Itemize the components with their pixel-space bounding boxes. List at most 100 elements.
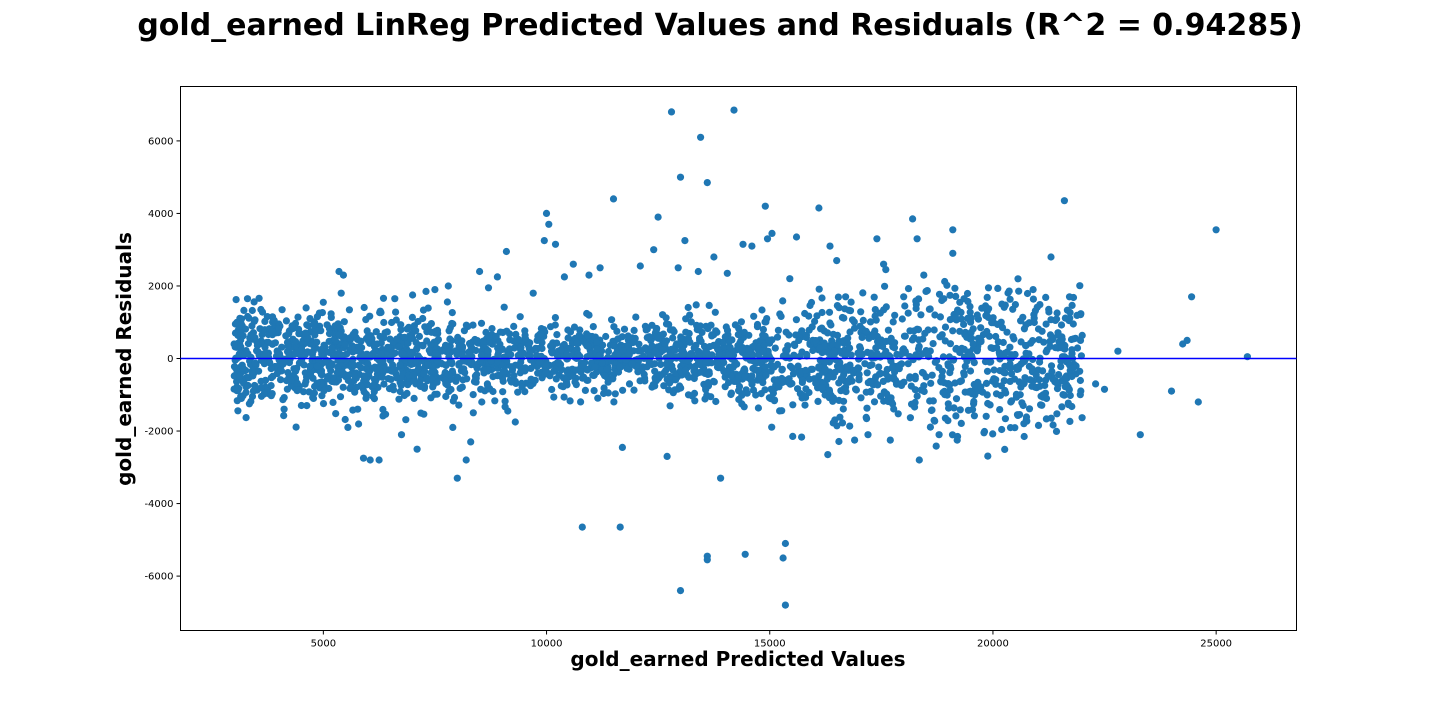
data-point: [301, 380, 309, 388]
data-point: [1032, 371, 1040, 379]
data-point: [469, 409, 477, 417]
data-point: [1042, 293, 1050, 301]
data-point: [290, 365, 298, 373]
data-point: [636, 262, 644, 270]
data-point: [329, 398, 337, 406]
data-point: [901, 302, 909, 310]
data-point: [805, 375, 814, 383]
data-point: [278, 306, 286, 314]
data-point: [859, 289, 867, 297]
data-point: [462, 321, 470, 329]
data-point: [696, 360, 704, 368]
data-point: [254, 341, 262, 349]
data-point: [493, 273, 501, 281]
data-point: [527, 364, 535, 372]
data-point: [842, 293, 850, 301]
data-point: [870, 330, 878, 338]
data-point: [662, 320, 671, 328]
data-point: [659, 346, 667, 354]
data-point: [1003, 328, 1011, 336]
data-point: [871, 306, 879, 314]
data-point: [719, 338, 728, 346]
data-point: [360, 372, 368, 380]
data-point: [914, 326, 923, 334]
data-point: [325, 337, 333, 345]
data-point: [1007, 398, 1015, 406]
data-point: [862, 327, 870, 335]
data-point: [748, 242, 756, 250]
data-point: [708, 351, 716, 359]
data-point: [576, 326, 584, 334]
data-point: [839, 405, 847, 413]
data-point: [714, 360, 722, 368]
data-point: [370, 375, 378, 383]
data-point: [1038, 327, 1046, 335]
data-point: [913, 392, 921, 400]
data-point: [859, 316, 867, 324]
data-point: [448, 319, 456, 328]
data-point: [802, 366, 810, 374]
data-point: [301, 329, 310, 337]
data-point: [798, 433, 806, 441]
data-point: [232, 296, 240, 304]
data-point: [407, 334, 415, 343]
data-point: [1057, 363, 1065, 371]
data-point: [527, 382, 535, 390]
data-point: [456, 384, 464, 392]
data-point: [548, 349, 556, 357]
data-point: [409, 291, 417, 299]
data-point: [837, 375, 845, 383]
data-point: [734, 331, 742, 339]
data-point: [573, 339, 581, 347]
data-point: [385, 385, 394, 393]
data-point: [983, 327, 991, 336]
data-point: [410, 377, 418, 385]
data-point: [980, 429, 988, 437]
data-point: [705, 370, 713, 378]
data-point: [239, 364, 247, 372]
data-point: [900, 293, 908, 301]
data-point: [1167, 387, 1176, 395]
data-point: [579, 360, 588, 369]
data-point: [715, 350, 723, 358]
data-point: [906, 374, 914, 382]
data-point: [303, 402, 311, 410]
data-point: [584, 332, 592, 340]
data-point: [926, 423, 935, 431]
data-point: [650, 246, 658, 254]
data-point: [408, 313, 416, 321]
data-point: [1003, 348, 1011, 356]
data-point: [778, 407, 786, 415]
data-point: [310, 321, 318, 329]
data-point: [844, 378, 853, 386]
data-point: [406, 355, 415, 363]
data-point: [1076, 391, 1084, 399]
data-point: [777, 312, 785, 320]
data-point: [864, 431, 872, 439]
data-point: [794, 362, 802, 370]
data-point: [313, 313, 321, 321]
data-point: [1037, 392, 1045, 400]
data-point: [927, 406, 936, 415]
data-point: [537, 344, 545, 352]
data-point: [310, 389, 318, 397]
data-point: [393, 335, 401, 343]
data-point: [1055, 371, 1063, 379]
data-point: [387, 353, 395, 362]
data-point: [833, 341, 842, 349]
data-point: [285, 349, 293, 358]
data-point: [961, 362, 969, 370]
data-point: [1015, 287, 1023, 295]
data-point: [1009, 333, 1017, 341]
data-point: [620, 325, 629, 333]
data-point: [630, 326, 638, 334]
data-point: [798, 327, 806, 335]
data-point: [427, 341, 435, 349]
data-point: [372, 365, 381, 373]
data-point: [1078, 414, 1086, 422]
data-point: [257, 384, 265, 392]
data-point: [518, 349, 527, 357]
y-axis-ticks: -6000 -4000 -2000 0 2000 4000 6000: [144, 136, 181, 583]
data-point: [926, 397, 934, 405]
data-point: [320, 387, 328, 395]
